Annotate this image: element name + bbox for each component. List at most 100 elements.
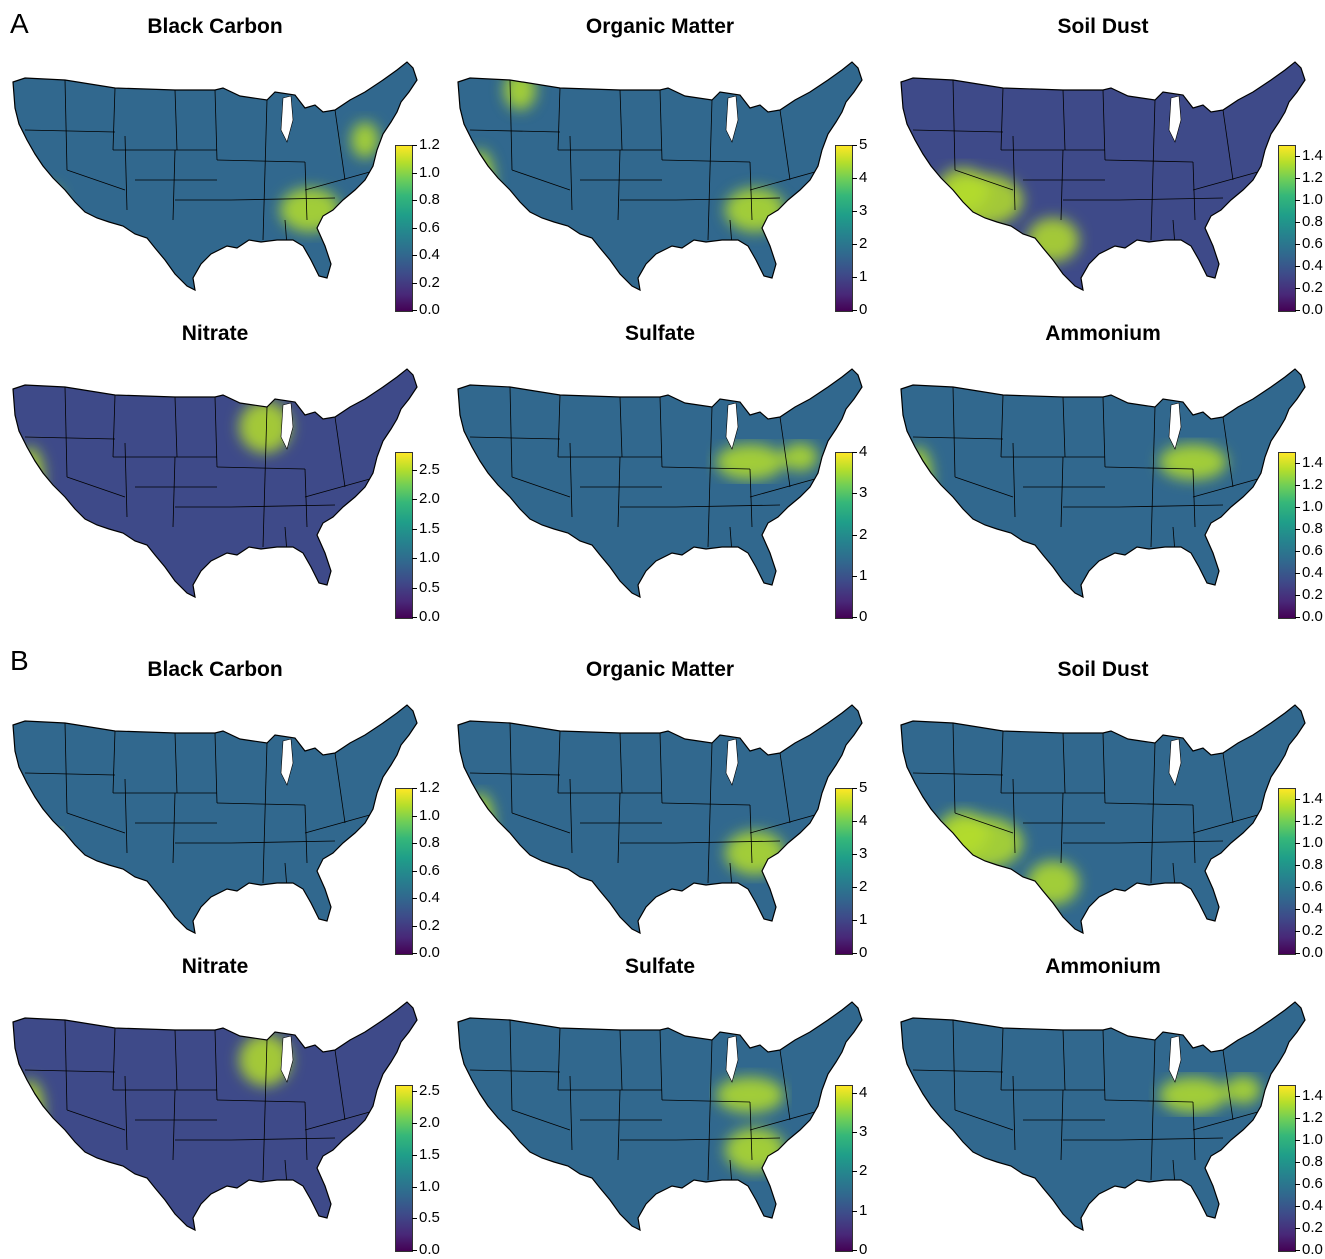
colorbar-tick-label: 0.0: [419, 608, 440, 625]
colorbar-tick-label: 0.4: [419, 889, 440, 906]
colorbar-tick-label: 1.5: [419, 519, 440, 537]
colorbar-gradient: [1278, 145, 1296, 312]
state-border: [707, 169, 711, 241]
colorbar-tick-mark: [412, 1154, 417, 1156]
map-title: Sulfate: [624, 955, 695, 978]
map-title: Soil Dust: [1057, 658, 1149, 681]
us-outline: [900, 61, 1306, 292]
state-border: [469, 772, 561, 776]
state-border: [707, 1109, 711, 1181]
state-border: [659, 396, 663, 468]
hotspot-california-central: [16, 447, 44, 507]
state-border: [264, 742, 268, 814]
colorbar-tick-mark: [852, 821, 857, 822]
state-border: [174, 732, 178, 794]
colorbar-tick-label: 0.6: [1302, 235, 1323, 252]
map-background-fill: [13, 705, 417, 933]
us-map: [12, 704, 418, 935]
colorbar-tick-mark: [412, 469, 417, 471]
hotspot-southeast: [280, 188, 340, 232]
state-border: [661, 802, 751, 806]
hotspot-northeast-corridor: [351, 122, 379, 158]
state-border: [1118, 1137, 1224, 1141]
colorbar-tick-label: 1.0: [419, 1177, 440, 1195]
hotspot-ohio-valley: [716, 1077, 784, 1113]
state-border: [557, 1027, 561, 1091]
state-border: [954, 476, 1014, 498]
colorbar-tick-mark: [1295, 931, 1300, 932]
state-border: [709, 99, 713, 171]
state-border: [304, 169, 378, 191]
map-background-fill: [13, 1002, 417, 1230]
colorbar-tick-mark: [852, 788, 857, 789]
map-panel-b-nitrate: Nitrate: [5, 955, 445, 1255]
state-border: [749, 476, 823, 498]
lake-superior: [255, 80, 295, 90]
colorbar-tick-label: 0.4: [1302, 257, 1323, 274]
map-title: Black Carbon: [147, 15, 283, 38]
us-outline: [12, 704, 418, 935]
state-border: [1192, 1101, 1196, 1161]
state-border: [569, 135, 573, 211]
colorbar-tick-label: 0.0: [1302, 944, 1323, 961]
map-panel-a-soil-dust: Soil Dust: [893, 15, 1325, 315]
colorbar-tick-label: 0.4: [1302, 1197, 1323, 1214]
state-border: [511, 476, 571, 498]
colorbar-tick-mark: [852, 310, 857, 311]
colorbar-gradient: [1278, 1085, 1296, 1252]
state-border: [264, 99, 268, 171]
state-border: [112, 1027, 116, 1091]
state-border: [707, 812, 711, 884]
map-panel-a-ammonium: Ammonium: [893, 322, 1325, 622]
state-border: [174, 89, 178, 151]
colorbar-tick-mark: [852, 953, 857, 954]
state-border: [172, 792, 176, 864]
colorbar-tick-label: 2.0: [419, 490, 440, 508]
state-border: [661, 159, 751, 163]
colorbar-tick-mark: [412, 1218, 417, 1220]
colorbar-tick-mark: [412, 925, 417, 927]
colorbar-tick-mark: [412, 145, 417, 146]
colorbar-tick-mark: [852, 575, 857, 577]
map-fill: [901, 705, 1305, 933]
map-title: Organic Matter: [585, 658, 735, 681]
colorbar-tick-mark: [1295, 909, 1300, 910]
colorbar-tick-label: 5: [859, 779, 868, 796]
lake-superior: [255, 723, 295, 733]
state-border: [262, 476, 266, 548]
colorbar-tick-mark: [1295, 617, 1300, 618]
state-border: [1192, 1109, 1266, 1131]
colorbar-tick-mark: [412, 558, 417, 560]
state-border: [112, 87, 116, 151]
map-panel-b-ammonium: Ammonium: [893, 955, 1325, 1255]
map-fill: [458, 705, 862, 933]
state-border: [1150, 476, 1154, 548]
us-map: [900, 1001, 1306, 1232]
colorbar-tick-mark: [1295, 821, 1300, 822]
colorbar-tick-label: 2.0: [419, 1114, 440, 1132]
state-border: [469, 1069, 561, 1073]
state-border: [1192, 468, 1196, 528]
map-panel-b-soil-dust: Soil Dust: [893, 658, 1325, 958]
state-border: [1000, 394, 1004, 458]
state-border: [954, 812, 1014, 834]
colorbar-tick-mark: [852, 887, 857, 888]
colorbar-tick-label: 3: [859, 484, 868, 502]
lake-superior: [700, 1020, 740, 1030]
state-border: [1104, 159, 1194, 163]
state-border: [709, 742, 713, 814]
colorbar-gradient: [395, 1085, 413, 1252]
state-border: [230, 1137, 336, 1141]
colorbar-tick-mark: [852, 178, 857, 179]
lake-michigan: [1168, 1035, 1182, 1083]
colorbar-tick-mark: [852, 452, 857, 453]
us-outline: [12, 61, 418, 292]
colorbar-tick-label: 1.2: [1302, 812, 1323, 829]
colorbar-tick-label: 1.5: [419, 1145, 440, 1163]
hotspot-layer: [1159, 1076, 1261, 1113]
state-border: [1102, 89, 1106, 161]
colorbar-tick-label: 0.0: [1302, 1241, 1323, 1258]
state-border: [749, 161, 753, 221]
colorbar-tick-mark: [1295, 244, 1300, 245]
colorbar-tick-mark: [412, 200, 417, 201]
